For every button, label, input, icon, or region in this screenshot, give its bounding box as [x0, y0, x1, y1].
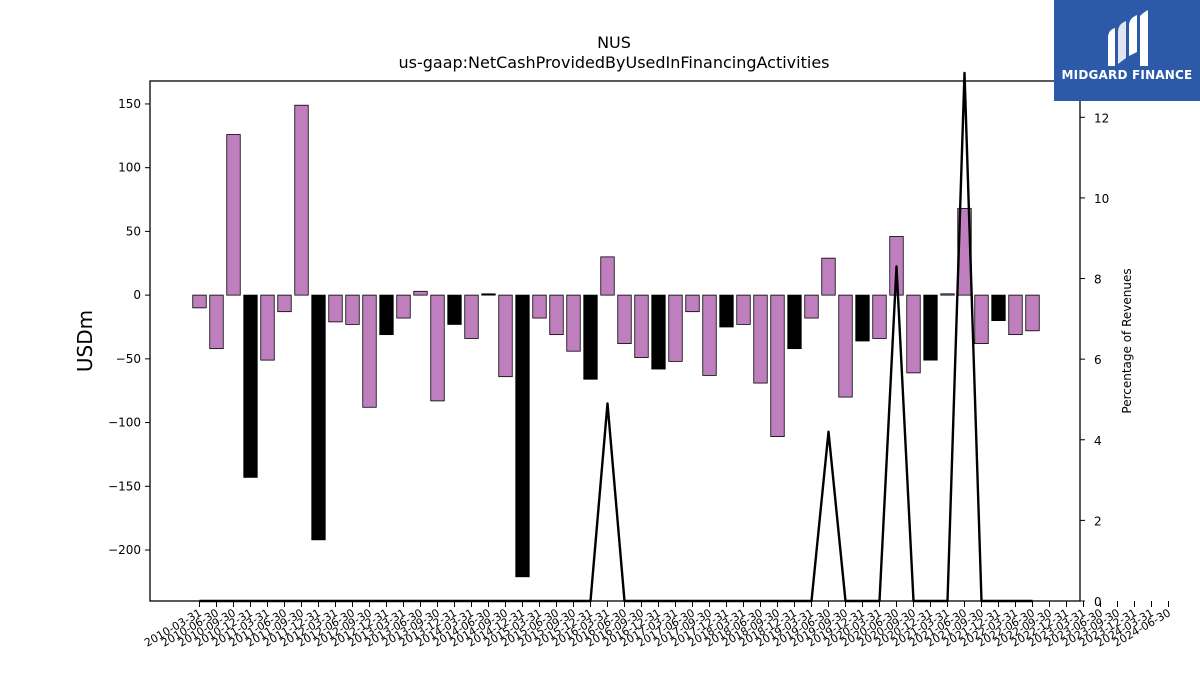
y-tick-label: 50 [126, 224, 141, 238]
bar-2017-06-30 [685, 294, 700, 313]
bar-2022-06-30 [1025, 294, 1040, 332]
bar-2015-06-30 [549, 294, 564, 336]
bar-2013-12-31 [447, 294, 462, 325]
y-tick-label: −150 [108, 479, 141, 493]
bar-2016-03-31 [600, 256, 615, 296]
bar-2016-12-31 [651, 294, 666, 370]
bar-2019-06-30 [821, 257, 836, 296]
bar-2013-03-31 [396, 294, 411, 319]
bar-2012-12-31 [379, 294, 394, 336]
y2-tick-label: 10 [1094, 192, 1109, 206]
bar-2019-09-30 [838, 294, 853, 398]
bar-2017-09-30 [702, 294, 717, 376]
bar-2020-12-31 [923, 294, 938, 361]
bar-2018-09-30 [770, 294, 785, 437]
bar-2015-09-30 [566, 294, 581, 352]
bar-2021-09-30 [974, 294, 989, 344]
bar-2017-12-31 [719, 294, 734, 328]
bar-2014-12-31 [515, 294, 530, 578]
brand-logo: MIDGARD FINANCE [1054, 0, 1200, 101]
plot-frame [149, 80, 1081, 602]
y2-axis-ticks: 0 2 4 6 8 10 12 [1080, 111, 1109, 609]
bar-2014-03-31 [464, 294, 479, 339]
bar-2018-06-30 [753, 294, 768, 384]
bar-2010-09-30 [226, 134, 241, 296]
bar-2013-06-30 [413, 290, 428, 296]
bar-2012-09-30 [362, 294, 377, 408]
bar-2016-06-30 [617, 294, 632, 344]
bar-2022-03-31 [1008, 294, 1023, 336]
bar-2010-12-31 [243, 294, 258, 478]
x-axis-ticks: 2010-03-312010-06-302010-09-302010-12-31… [142, 601, 1173, 650]
midgard-logo-icon [1108, 10, 1148, 66]
bar-2015-12-31 [583, 294, 598, 380]
y-tick-label: −50 [116, 352, 141, 366]
y2-tick-label: 6 [1094, 353, 1102, 367]
bar-2015-03-31 [532, 294, 547, 319]
bar-2019-03-31 [804, 294, 819, 319]
bar-2010-03-31 [192, 294, 207, 309]
bar-2010-06-30 [209, 294, 224, 350]
bar-2016-09-30 [634, 294, 649, 358]
bar-2014-09-30 [498, 294, 513, 378]
bar-2017-03-31 [668, 294, 683, 362]
y-axis-ticks: 150 100 50 0 −50 −100 −150 −200 [108, 97, 150, 557]
bar-2011-12-31 [311, 294, 326, 541]
y2-axis-label: Percentage of Revenues [1120, 268, 1134, 413]
bar-2021-03-31 [940, 293, 955, 296]
y-tick-label: 150 [118, 97, 141, 111]
bar-2018-03-31 [736, 294, 751, 325]
bar-2013-09-30 [430, 294, 445, 402]
bar-2012-06-30 [345, 294, 360, 325]
bar-2021-12-31 [991, 294, 1006, 322]
y-axis-label: USDm [73, 310, 97, 372]
y-tick-label: −200 [108, 543, 141, 557]
y2-tick-label: 0 [1094, 595, 1102, 609]
y-tick-label: 100 [118, 161, 141, 175]
brand-name: MIDGARD FINANCE [1061, 68, 1193, 82]
chart-title: NUS [597, 33, 631, 52]
chart-subtitle: us-gaap:NetCashProvidedByUsedInFinancing… [398, 53, 829, 72]
bar-2019-12-31 [855, 294, 870, 342]
bar-2018-12-31 [787, 294, 802, 350]
bar-2012-03-31 [328, 294, 343, 323]
bar-2011-03-31 [260, 294, 275, 361]
y-tick-label: 0 [133, 288, 141, 302]
bar-2020-09-30 [906, 294, 921, 374]
y2-tick-label: 2 [1094, 514, 1102, 528]
bar-2011-09-30 [294, 104, 309, 296]
y2-tick-label: 12 [1094, 111, 1109, 125]
y2-tick-label: 4 [1094, 434, 1102, 448]
y-tick-label: −100 [108, 416, 141, 430]
bar-2020-03-31 [872, 294, 887, 339]
bar-2014-06-30 [481, 293, 496, 296]
bar-series [192, 104, 1040, 578]
bar-2011-06-30 [277, 294, 292, 313]
y2-tick-label: 8 [1094, 273, 1102, 287]
